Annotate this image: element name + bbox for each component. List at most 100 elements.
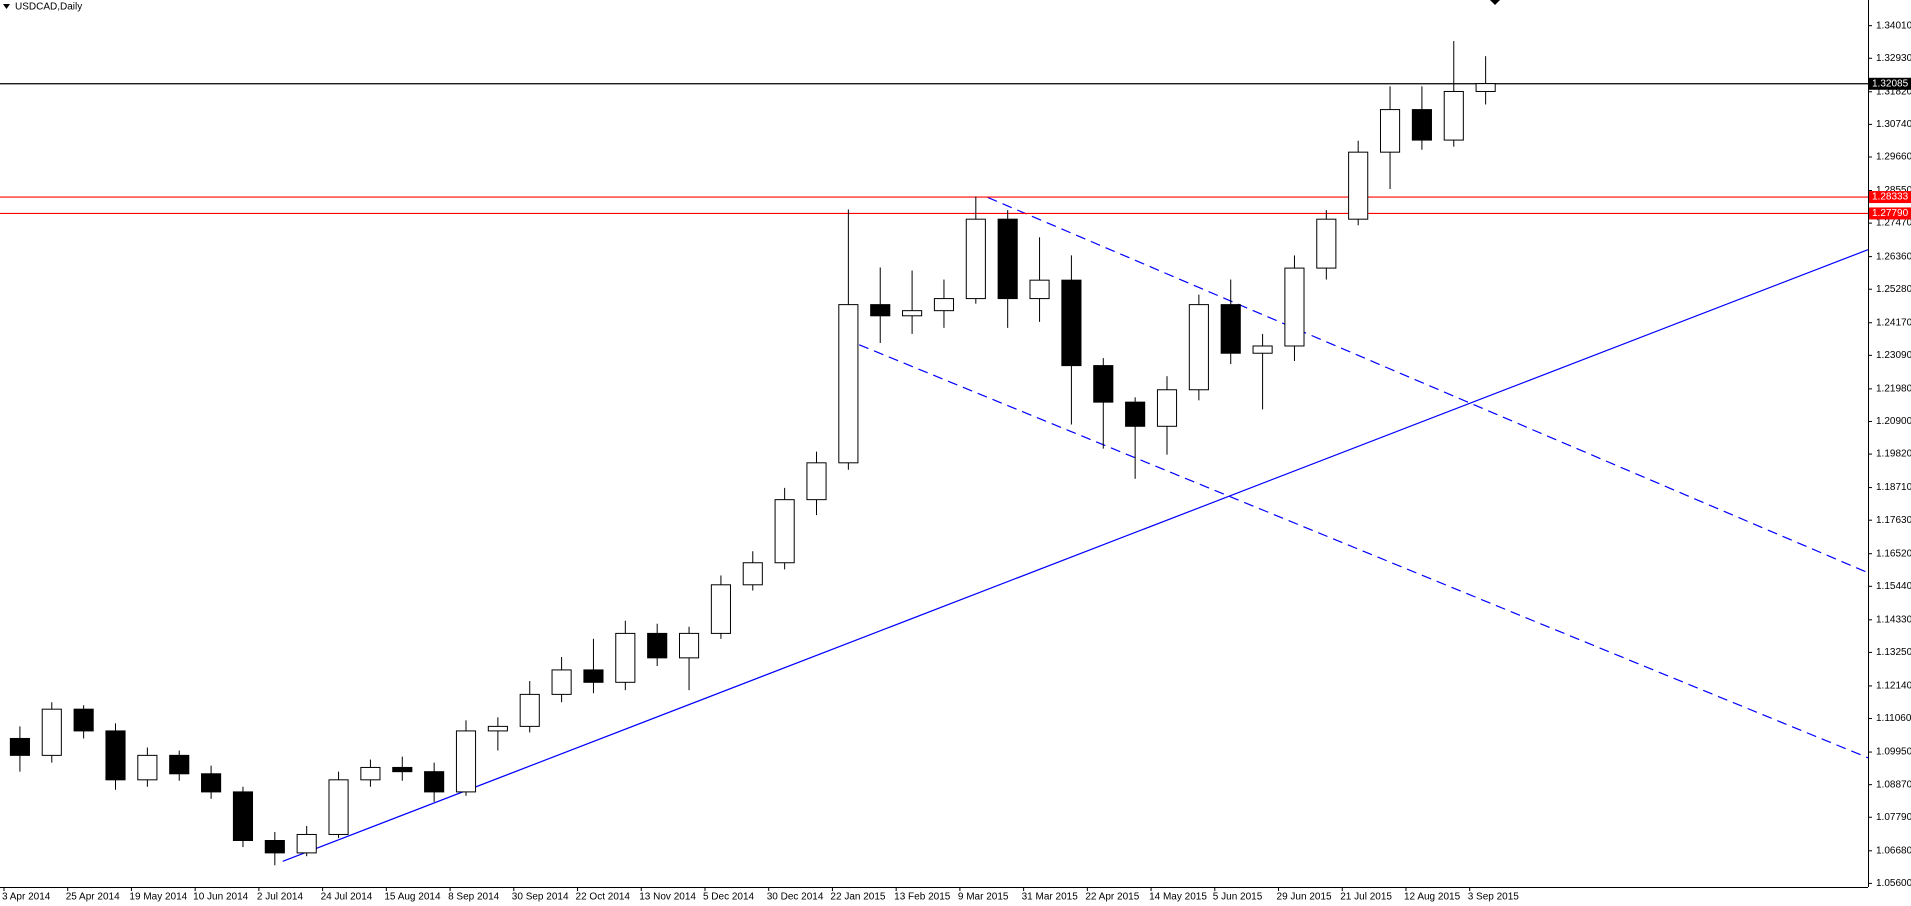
x-tick-label: 5 Jun 2015 (1213, 892, 1263, 903)
y-tick-label: 1.11060 (1876, 713, 1911, 724)
candle-body (774, 499, 795, 564)
x-tick-label: 12 Aug 2015 (1404, 892, 1461, 903)
price-level-box (1869, 191, 1911, 204)
x-tick-label: 14 May 2015 (1149, 892, 1207, 903)
y-tick-label: 1.20900 (1876, 416, 1911, 427)
candle-body (264, 840, 285, 854)
price-level-label: 1.28333 (1872, 192, 1909, 203)
y-tick-label: 1.24170 (1876, 317, 1911, 328)
y-tick-label: 1.30740 (1876, 119, 1911, 130)
x-tick-label: 13 Feb 2015 (894, 892, 951, 903)
candle-body (105, 730, 126, 781)
candle-body (1284, 267, 1305, 347)
trendline (844, 338, 1869, 759)
chart-title: USDCAD,Daily (15, 2, 82, 13)
x-tick-label: 3 Apr 2014 (2, 892, 51, 903)
x-tick-label: 30 Sep 2014 (512, 892, 569, 903)
y-tick-label: 1.32930 (1876, 53, 1911, 64)
candle-body (1029, 279, 1050, 300)
y-tick-label: 1.05600 (1876, 878, 1911, 889)
candle-body (41, 708, 62, 756)
candle-body (1443, 90, 1464, 141)
candle-body (392, 766, 413, 773)
y-tick-label: 1.26360 (1876, 251, 1911, 262)
candle-body (583, 669, 604, 683)
candle-body (902, 310, 923, 317)
candle-body (201, 773, 222, 793)
y-tick-label: 1.27470 (1876, 218, 1911, 229)
candle-body (1348, 151, 1369, 220)
candle-body (487, 725, 508, 732)
candle-body (678, 632, 700, 659)
candle-body (1125, 401, 1146, 427)
y-tick-label: 1.16520 (1876, 548, 1911, 559)
price-level-label: 1.32085 (1872, 78, 1909, 89)
y-tick-label: 1.14330 (1876, 614, 1911, 625)
candle-body (519, 693, 540, 727)
candle-body (1188, 304, 1209, 391)
candle-body (1252, 345, 1273, 354)
candle-body (1156, 389, 1178, 427)
candle-body (870, 304, 891, 317)
x-tick-label: 29 Jun 2015 (1277, 892, 1332, 903)
shift-marker (1490, 0, 1500, 5)
price-level-box (1869, 77, 1911, 90)
candle-body (360, 766, 381, 781)
x-tick-label: 22 Apr 2015 (1085, 892, 1139, 903)
candle-body (455, 730, 477, 793)
y-tick-label: 1.17630 (1876, 515, 1911, 526)
x-tick-label: 9 Mar 2015 (958, 892, 1009, 903)
y-tick-label: 1.21980 (1876, 383, 1911, 394)
candle-body (1379, 109, 1401, 153)
x-tick-label: 2 Jul 2014 (257, 892, 304, 903)
trendline (282, 249, 1869, 862)
candle-body (551, 669, 572, 695)
y-tick-label: 1.13250 (1876, 647, 1911, 658)
x-tick-label: 15 Aug 2014 (384, 892, 441, 903)
y-tick-label: 1.06680 (1876, 845, 1911, 856)
y-tick-label: 1.09950 (1876, 747, 1911, 758)
candle-body (710, 584, 731, 634)
candle-body (997, 218, 1018, 300)
candle-body (232, 791, 254, 842)
candle-body (1220, 304, 1241, 354)
x-tick-label: 30 Dec 2014 (767, 892, 824, 903)
candle-body (1316, 218, 1337, 269)
candle-body (1061, 279, 1082, 367)
x-tick-label: 31 Mar 2015 (1022, 892, 1079, 903)
x-tick-label: 8 Sep 2014 (448, 892, 500, 903)
x-tick-label: 13 Nov 2014 (639, 892, 696, 903)
x-tick-label: 3 Sep 2015 (1468, 892, 1520, 903)
y-tick-label: 1.08870 (1876, 779, 1911, 790)
candle-body (647, 632, 668, 659)
candle-body (806, 462, 827, 501)
candle-body (9, 737, 30, 756)
x-tick-label: 21 Jul 2015 (1340, 892, 1392, 903)
menu-arrow[interactable] (3, 4, 10, 9)
x-tick-label: 5 Dec 2014 (703, 892, 755, 903)
y-tick-label: 1.28550 (1876, 185, 1911, 196)
y-tick-label: 1.29660 (1876, 152, 1911, 163)
y-tick-label: 1.12140 (1876, 681, 1911, 692)
candle-body (615, 632, 636, 683)
y-tick-label: 1.18710 (1876, 482, 1911, 493)
candle-body (1475, 83, 1496, 92)
candle-body (965, 218, 986, 300)
candle-body (328, 779, 349, 835)
x-tick-label: 22 Oct 2014 (576, 892, 631, 903)
candle-body (933, 298, 955, 312)
candle-body (169, 754, 190, 775)
y-tick-label: 1.19820 (1876, 449, 1911, 460)
candle-body (742, 562, 763, 586)
x-tick-label: 24 Jul 2014 (321, 892, 373, 903)
x-tick-label: 22 Jan 2015 (830, 892, 885, 903)
y-tick-label: 1.07790 (1876, 812, 1911, 823)
y-tick-label: 1.34010 (1876, 20, 1911, 31)
y-tick-label: 1.31820 (1876, 86, 1911, 97)
x-tick-label: 10 Jun 2014 (193, 892, 248, 903)
y-tick-label: 1.25280 (1876, 284, 1911, 295)
price-level-box (1869, 207, 1911, 220)
